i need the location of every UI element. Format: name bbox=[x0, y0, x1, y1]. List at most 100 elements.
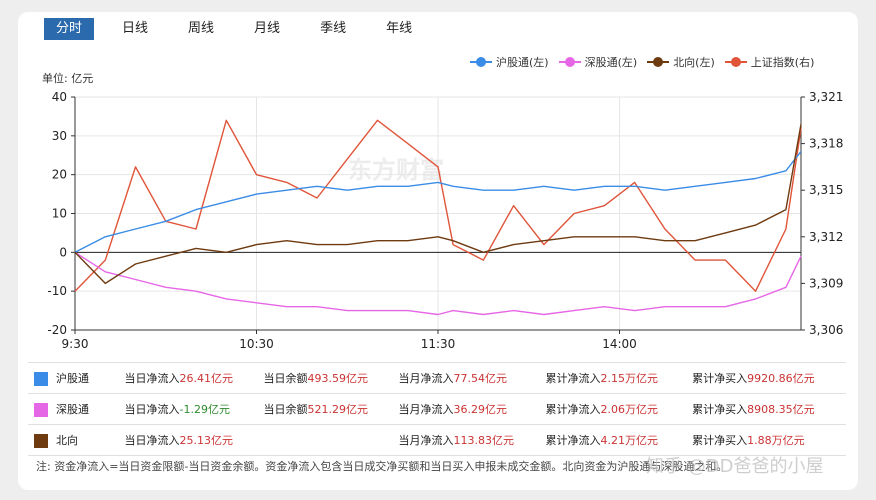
summary-table: 沪股通 当日净流入26.41亿元 当日余额493.59亿元 当月净流入77.54亿元累… bbox=[28, 362, 846, 456]
stat-value: 521.29亿元 bbox=[307, 403, 369, 416]
table-row: 北向 当日净流入25.13亿元 当月净流入113.83亿元 累计净流入4.21万亿元累… bbox=[28, 424, 846, 456]
y-right-tick-label: 3,321 bbox=[809, 90, 843, 104]
x-tick-label: 9:30 bbox=[62, 337, 89, 351]
hk-connect-panel: 分时 日线 周线 月线 季线 年线 沪股通(左) 深股通(左) 北向(左) 上证… bbox=[18, 12, 858, 490]
tab-quarterly[interactable]: 季线 bbox=[320, 21, 347, 36]
x-tick-label: 11:30 bbox=[421, 337, 456, 351]
stat-cell: 当月净流入36.29亿元 bbox=[397, 393, 545, 425]
stat-cell: 累计净流入2.15万亿元 bbox=[544, 362, 692, 394]
y-left-tick-label: 40 bbox=[52, 90, 67, 104]
color-swatch-icon bbox=[34, 434, 48, 448]
legend-label: 沪股通(左) bbox=[496, 56, 549, 69]
stat-label: 累计净流入 bbox=[545, 434, 601, 447]
y-left-tick-label: -10 bbox=[47, 284, 67, 298]
unit-label: 单位: 亿元 bbox=[42, 72, 94, 85]
footnote: 注: 资金净流入=当日资金限额-当日资金余额。资金净流入包含当日成交净买额和当日… bbox=[36, 460, 728, 473]
series-line-2 bbox=[74, 124, 802, 285]
stat-value: 2.15万亿元 bbox=[600, 372, 658, 385]
tab-daily[interactable]: 日线 bbox=[122, 21, 149, 36]
period-tabs: 分时 日线 周线 月线 季线 年线 bbox=[44, 18, 440, 42]
stat-label: 当日净流入 bbox=[124, 403, 180, 416]
series-line-3 bbox=[74, 119, 802, 292]
stat-value: 26.41亿元 bbox=[179, 372, 234, 385]
tab-yearly[interactable]: 年线 bbox=[386, 21, 413, 36]
stat-cell: 累计净流入2.06万亿元 bbox=[544, 393, 692, 425]
legend-item-sz[interactable]: 深股通(左) bbox=[558, 54, 638, 70]
y-left-tick-label: -20 bbox=[47, 323, 67, 337]
stat-cell: 当日净流入25.13亿元 bbox=[123, 424, 263, 456]
stat-label: 当日净流入 bbox=[124, 434, 180, 447]
stat-cell bbox=[262, 424, 398, 456]
tab-weekly[interactable]: 周线 bbox=[188, 21, 215, 36]
legend-item-index[interactable]: 上证指数(右) bbox=[724, 54, 815, 70]
row-name: 北向 bbox=[56, 434, 78, 447]
stat-value: 77.54亿元 bbox=[453, 372, 508, 385]
center-watermark: 东方财富 bbox=[348, 156, 444, 184]
stat-value: 8908.35亿元 bbox=[747, 403, 815, 416]
y-left-tick-label: 30 bbox=[52, 129, 67, 143]
series-line-1 bbox=[74, 251, 802, 316]
legend-label: 深股通(左) bbox=[584, 56, 638, 69]
y-left-tick-label: 0 bbox=[59, 245, 67, 259]
y-right-tick-label: 3,315 bbox=[809, 183, 843, 197]
row-name-cell: 深股通 bbox=[28, 393, 124, 425]
stat-label: 累计净买入 bbox=[692, 372, 748, 385]
table-row: 深股通 当日净流入-1.29亿元 当日余额521.29亿元 当月净流入36.29亿元累… bbox=[28, 393, 846, 425]
row-name: 沪股通 bbox=[56, 372, 89, 385]
stat-value: 9920.86亿元 bbox=[747, 372, 815, 385]
tab-intraday[interactable]: 分时 bbox=[44, 18, 95, 40]
stat-label: 当月净流入 bbox=[398, 372, 454, 385]
corner-watermark: 知乎 @DD爸爸的小屋 bbox=[646, 456, 824, 477]
flow-chart: 40 30 20 10 0 -10 -20 3,321 3,318 3,315 3,312 3,309… bbox=[47, 90, 843, 351]
stat-value: 1.88万亿元 bbox=[747, 434, 805, 447]
chart-legend: 沪股通(左) 深股通(左) 北向(左) 上证指数(右) bbox=[470, 54, 824, 70]
stat-label: 累计净流入 bbox=[545, 403, 601, 416]
stat-value: 25.13亿元 bbox=[179, 434, 234, 447]
stat-value: -1.29亿元 bbox=[179, 403, 230, 416]
legend-marker-icon bbox=[647, 57, 670, 67]
table-row: 沪股通 当日净流入26.41亿元 当日余额493.59亿元 当月净流入77.54亿元累… bbox=[28, 362, 846, 394]
stat-label: 当月净流入 bbox=[398, 403, 454, 416]
tab-monthly[interactable]: 月线 bbox=[254, 21, 281, 36]
stat-cell: 累计净买入9920.86亿元 bbox=[691, 362, 846, 394]
stat-value: 113.83亿元 bbox=[453, 434, 515, 447]
y-left-tick-label: 20 bbox=[52, 168, 67, 182]
stat-cell: 当日余额521.29亿元 bbox=[262, 393, 398, 425]
stat-label: 累计净流入 bbox=[545, 372, 601, 385]
stat-cell: 当日净流入26.41亿元 bbox=[123, 362, 263, 394]
y-right-tick-label: 3,312 bbox=[809, 230, 843, 244]
stat-cell: 当日余额493.59亿元 bbox=[262, 362, 398, 394]
stat-cell: 累计净流入4.21万亿元 bbox=[544, 424, 692, 456]
legend-marker-icon bbox=[558, 57, 581, 67]
legend-marker-icon bbox=[470, 57, 492, 67]
stat-label: 累计净买入 bbox=[692, 403, 748, 416]
y-right-tick-label: 3,306 bbox=[809, 323, 843, 337]
stat-value: 36.29亿元 bbox=[453, 403, 508, 416]
row-name: 深股通 bbox=[56, 403, 89, 416]
stat-value: 4.21万亿元 bbox=[600, 434, 658, 447]
legend-item-sh[interactable]: 沪股通(左) bbox=[470, 54, 549, 70]
row-name-cell: 沪股通 bbox=[28, 362, 124, 394]
stat-cell: 累计净买入8908.35亿元 bbox=[691, 393, 846, 425]
x-tick-label: 10:30 bbox=[239, 337, 274, 351]
y-left-tick-label: 10 bbox=[52, 207, 67, 221]
x-tick-label: 14:00 bbox=[602, 337, 637, 351]
stat-cell: 累计净买入1.88万亿元 bbox=[691, 424, 846, 456]
legend-label: 北向(左) bbox=[673, 56, 715, 69]
stat-label: 当日余额 bbox=[263, 403, 308, 416]
stat-cell: 当月净流入77.54亿元 bbox=[397, 362, 545, 394]
stat-value: 493.59亿元 bbox=[307, 372, 369, 385]
legend-label: 上证指数(右) bbox=[750, 56, 815, 69]
legend-item-north[interactable]: 北向(左) bbox=[647, 54, 715, 70]
stat-label: 当日净流入 bbox=[124, 372, 180, 385]
color-swatch-icon bbox=[34, 372, 48, 386]
stat-cell: 当日净流入-1.29亿元 bbox=[123, 393, 263, 425]
stat-label: 累计净买入 bbox=[692, 434, 748, 447]
stat-label: 当日余额 bbox=[263, 372, 308, 385]
legend-marker-icon bbox=[724, 57, 747, 67]
series-line-0 bbox=[74, 150, 802, 253]
stat-value: 2.06万亿元 bbox=[600, 403, 658, 416]
y-right-tick-label: 3,318 bbox=[809, 137, 843, 151]
color-swatch-icon bbox=[34, 403, 48, 417]
stat-cell: 当月净流入113.83亿元 bbox=[397, 424, 545, 456]
